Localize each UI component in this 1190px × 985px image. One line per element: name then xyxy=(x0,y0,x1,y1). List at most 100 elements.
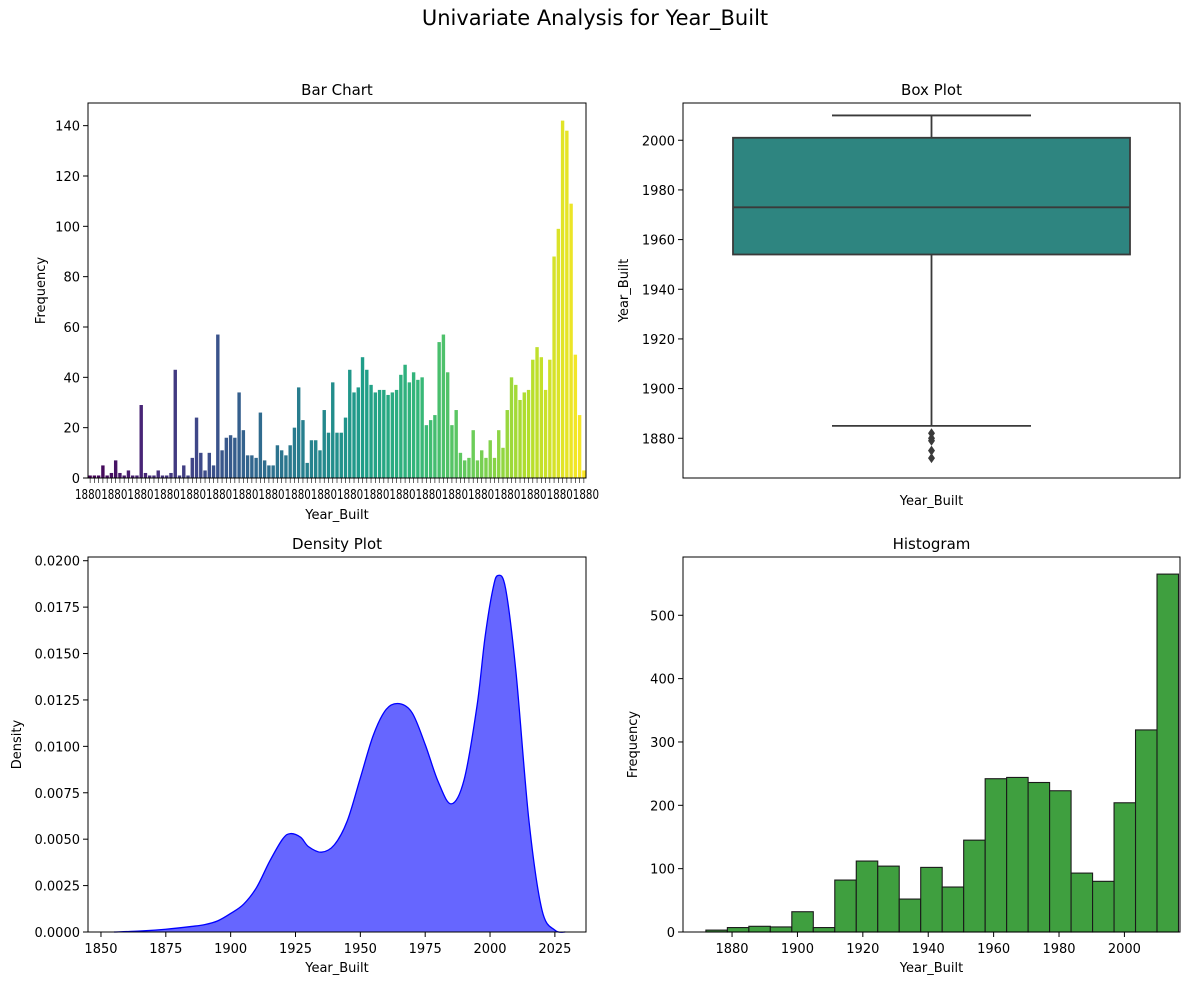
histogram-xtick-label: 1940 xyxy=(912,942,945,957)
bar-chart-bar xyxy=(224,437,229,478)
bar-chart-bar xyxy=(403,364,407,478)
bar-chart-bar xyxy=(382,389,386,478)
bar-chart-bar xyxy=(441,334,446,478)
bar-chart-bar xyxy=(360,357,365,478)
bar-chart-bar xyxy=(428,420,433,478)
bar-chart-bar xyxy=(462,460,467,478)
bar-chart-bar xyxy=(199,452,203,478)
bar-chart-bar xyxy=(194,417,199,478)
box-plot-ytick-label: 1960 xyxy=(642,234,675,249)
histogram-ytick-label: 300 xyxy=(650,736,675,751)
density-plot-axes-frame xyxy=(87,556,587,933)
density-plot-xtick-label: 1900 xyxy=(214,942,247,957)
bar-chart-bar xyxy=(522,392,526,478)
bar-chart-bar xyxy=(275,445,280,478)
histogram-bar xyxy=(748,925,771,933)
density-plot-xtick-label: 1875 xyxy=(149,942,182,957)
histogram-bar xyxy=(1092,880,1115,933)
bar-chart-bar xyxy=(356,387,360,478)
box-plot-ytick-label: 1900 xyxy=(642,383,675,398)
bar-chart-bar xyxy=(416,379,420,478)
bar-chart-bar xyxy=(173,369,177,478)
histogram-title: Histogram xyxy=(893,535,971,553)
bar-chart-bar xyxy=(331,382,335,478)
bar-chart-bar xyxy=(284,455,288,478)
histogram-bar xyxy=(1027,781,1051,933)
density-plot-area xyxy=(113,575,566,933)
bar-chart-bar xyxy=(292,427,297,478)
bar-chart-bar xyxy=(135,475,139,478)
bar-chart-axes-frame xyxy=(87,102,587,479)
bar-chart-bar xyxy=(577,415,582,478)
bar-chart-bar xyxy=(531,359,535,478)
bar-chart-bar xyxy=(480,450,484,478)
bar-chart-bar xyxy=(352,392,356,478)
box-plot-ytick-label: 1920 xyxy=(642,333,675,348)
density-plot-ytick-label: 0.0025 xyxy=(35,880,81,895)
box-plot-axes-frame xyxy=(682,102,1181,479)
bar-chart-bar xyxy=(207,452,212,478)
bar-chart-bar xyxy=(369,384,373,478)
bar-chart-bar xyxy=(258,412,263,478)
bar-chart-bar xyxy=(186,475,190,478)
bar-chart-bar xyxy=(152,475,156,478)
histogram-xtick-label: 1980 xyxy=(1042,942,1075,957)
bar-chart-bar xyxy=(250,455,254,478)
histogram-xlabel: Year_Built xyxy=(899,961,964,976)
density-plot-xtick-label: 2000 xyxy=(473,942,506,957)
bar-chart-bar xyxy=(88,475,92,478)
bar-chart-bar xyxy=(139,405,143,478)
bar-chart-bar xyxy=(492,457,497,478)
bar-chart-bar xyxy=(211,465,216,478)
histogram-bar xyxy=(984,778,1008,933)
density-plot-xtick-label: 1975 xyxy=(409,942,442,957)
density-plot-ytick-label: 0.0050 xyxy=(35,833,81,848)
bar-chart-bar xyxy=(377,389,382,478)
bar-chart-bar xyxy=(450,425,454,478)
bar-chart-bar xyxy=(471,430,475,478)
bar-chart-bar xyxy=(190,457,194,478)
bar-chart-bar xyxy=(118,472,122,478)
bar-chart-bar xyxy=(96,475,101,478)
bar-chart-bar xyxy=(343,417,348,478)
histogram-ytick-label: 100 xyxy=(650,863,675,878)
bar-chart-bar xyxy=(484,457,488,478)
bar-chart-ytick-label: 120 xyxy=(55,170,80,185)
histogram-bar xyxy=(834,879,857,933)
histogram-bar xyxy=(1134,729,1158,933)
bar-chart-ytick-label: 60 xyxy=(63,321,80,336)
bar-chart-bar xyxy=(288,445,292,478)
bar-chart-bar xyxy=(271,465,275,478)
bar-chart-bar xyxy=(458,452,463,478)
bar-chart-bar xyxy=(365,369,369,478)
bar-chart-bar xyxy=(228,435,233,478)
histogram-bar xyxy=(1049,790,1072,933)
histogram-bar xyxy=(877,865,900,933)
box-plot-xlabel: Year_Built xyxy=(899,494,964,509)
bar-chart-bar xyxy=(339,432,343,478)
histogram-bar xyxy=(769,926,793,933)
bar-chart-bar xyxy=(411,372,416,478)
bar-chart-bar xyxy=(143,472,148,478)
bar-chart-bar xyxy=(505,410,509,478)
density-plot-ytick-label: 0.0150 xyxy=(35,648,81,663)
bar-chart-bar xyxy=(156,470,160,478)
density-plot-xtick-label: 1950 xyxy=(344,942,377,957)
histogram-bar xyxy=(812,927,836,933)
bar-chart-bar xyxy=(526,389,531,478)
bar-chart-bar xyxy=(467,457,471,478)
bar-chart-bar xyxy=(126,470,131,478)
bar-chart-bar xyxy=(501,447,505,478)
bar-chart-bar xyxy=(122,475,126,478)
density-plot-ytick-label: 0.0175 xyxy=(35,601,81,616)
bar-chart-bar xyxy=(420,377,424,478)
bar-chart-bar xyxy=(262,460,267,478)
histogram-bar xyxy=(1006,776,1029,933)
histogram-bar xyxy=(726,927,750,933)
bar-chart-bar xyxy=(560,120,565,479)
density-plot-ytick-label: 0.0100 xyxy=(35,740,81,755)
bar-chart-ytick-label: 140 xyxy=(55,120,80,135)
histogram-bar xyxy=(920,866,943,933)
histogram-xtick-label: 1900 xyxy=(781,942,814,957)
bar-chart-bar xyxy=(322,410,326,478)
